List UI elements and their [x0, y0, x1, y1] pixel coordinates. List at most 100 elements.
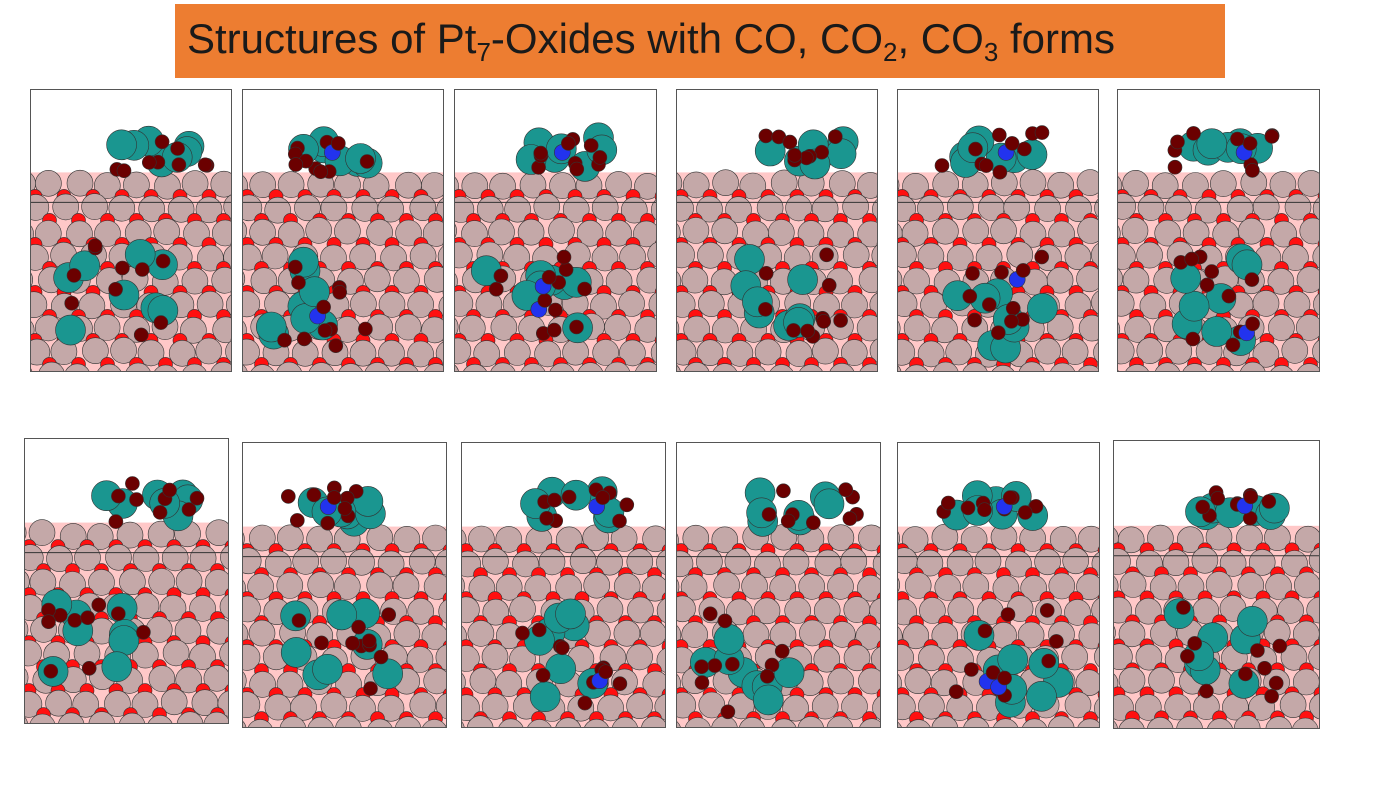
pt-substrate-atom: [962, 572, 990, 600]
pt-substrate-atom: [799, 619, 826, 647]
pt-substrate-atom: [677, 579, 680, 595]
pt-substrate-atom: [243, 364, 248, 371]
pt-substrate-atom: [455, 273, 458, 290]
pt-substrate-atom: [901, 526, 929, 553]
adsorbate-oxygen-atom: [91, 597, 107, 613]
pt-substrate-atom: [917, 242, 945, 270]
pt-substrate-atom: [243, 595, 261, 623]
pt-substrate-atom: [612, 716, 638, 727]
adsorbate-oxygen-atom: [1210, 491, 1225, 506]
pt-substrate-atom: [898, 531, 900, 546]
pt-substrate-atom: [204, 569, 228, 596]
pt-substrate-atom: [1280, 644, 1308, 671]
pt-substrate-atom: [94, 172, 121, 199]
adsorbate-oxygen-atom: [136, 625, 151, 640]
pt-substrate-atom: [1003, 194, 1030, 221]
pt-substrate-atom: [455, 337, 472, 365]
structure-panel-r2-2: [242, 442, 447, 728]
adsorbate-oxygen-atom: [1221, 288, 1237, 304]
pt-substrate-atom: [768, 219, 795, 246]
pt-substrate-atom: [771, 718, 797, 727]
pt-substrate-atom: [366, 571, 393, 599]
pt-substrate-atom: [58, 712, 85, 723]
pt-substrate-atom: [840, 547, 868, 575]
pt-substrate-atom: [934, 574, 962, 601]
pt-substrate-atom: [605, 268, 633, 295]
pt-substrate-atom: [1177, 573, 1205, 601]
adsorbate-oxygen-atom: [569, 161, 585, 177]
adsorbate-oxygen-atom: [129, 492, 144, 507]
pt-substrate-atom: [1252, 340, 1280, 368]
pt-substrate-atom: [498, 718, 524, 727]
pt-substrate-atom: [305, 217, 332, 244]
pt-substrate-atom: [903, 267, 930, 295]
structure-panel-r1-6: [1117, 89, 1320, 372]
pt-substrate-atom: [25, 571, 30, 592]
pt-substrate-atom: [842, 193, 869, 220]
pt-substrate-atom: [640, 620, 665, 647]
pt-substrate-atom: [110, 337, 137, 364]
pt-substrate-atom: [1048, 572, 1076, 600]
pt-substrate-atom: [517, 218, 545, 246]
pt-substrate-atom: [677, 550, 694, 578]
pt-substrate-atom: [1277, 597, 1304, 624]
structure-image: [25, 476, 228, 723]
pt-substrate-atom: [1233, 715, 1261, 728]
pt-substrate-atom: [462, 577, 465, 595]
pt-substrate-atom: [123, 171, 150, 199]
pt-substrate-atom: [841, 693, 868, 720]
pt-substrate-atom: [182, 363, 207, 371]
pt-substrate-atom: [393, 526, 421, 553]
pt-substrate-atom: [634, 173, 656, 200]
adsorbate-oxygen-atom: [116, 163, 132, 178]
pt-substrate-atom: [697, 290, 725, 317]
structure-image: [243, 126, 443, 371]
pt-substrate-atom: [1182, 172, 1209, 199]
adsorbate-oxygen-atom: [774, 643, 790, 659]
structure-panel-r2-4: [676, 442, 881, 728]
pt-substrate-atom: [31, 368, 33, 371]
pt-substrate-atom: [226, 294, 231, 316]
pt-substrate-atom: [1076, 573, 1099, 601]
pt-substrate-atom: [495, 670, 523, 697]
pt-cluster-atom: [101, 651, 133, 682]
pt-substrate-atom: [1114, 643, 1133, 670]
pt-substrate-atom: [898, 644, 914, 671]
pt-substrate-atom: [29, 713, 56, 723]
pt-substrate-atom: [320, 194, 348, 222]
pt-substrate-atom: [243, 221, 247, 241]
pt-substrate-atom: [583, 571, 610, 599]
pt-substrate-atom: [858, 266, 877, 294]
pt-substrate-atom: [406, 646, 434, 673]
pt-substrate-atom: [38, 361, 65, 371]
adsorbate-oxygen-atom: [541, 269, 557, 285]
pt-substrate-atom: [712, 169, 739, 196]
adsorbate-oxygen-atom: [967, 312, 982, 328]
pt-substrate-atom: [1155, 362, 1180, 371]
pt-substrate-atom: [677, 321, 680, 336]
adsorbate-oxygen-atom: [612, 676, 628, 691]
pt-substrate-atom: [276, 524, 304, 552]
adsorbate-oxygen-atom: [816, 314, 831, 329]
pt-substrate-atom: [223, 194, 231, 219]
pt-substrate-atom: [813, 597, 841, 624]
pt-substrate-atom: [698, 691, 726, 719]
pt-substrate-atom: [677, 365, 681, 371]
pt-substrate-atom: [538, 548, 566, 576]
adsorbate-oxygen-atom: [1238, 666, 1253, 682]
adsorbate-oxygen-atom: [1000, 607, 1016, 622]
pt-substrate-atom: [711, 316, 739, 344]
pt-substrate-atom: [1114, 596, 1132, 624]
pt-substrate-atom: [181, 267, 209, 295]
pt-substrate-atom: [132, 545, 160, 572]
adsorbate-oxygen-atom: [592, 150, 608, 165]
pt-substrate-atom: [307, 571, 334, 598]
pt-substrate-atom: [1177, 526, 1204, 553]
pt-substrate-atom: [696, 548, 723, 575]
structure-image: [898, 480, 1099, 727]
pt-substrate-atom: [898, 365, 902, 371]
adsorbate-oxygen-atom: [280, 489, 296, 504]
pt-substrate-atom: [677, 533, 679, 547]
pt-substrate-atom: [711, 217, 739, 245]
pt-substrate-atom: [770, 169, 798, 197]
